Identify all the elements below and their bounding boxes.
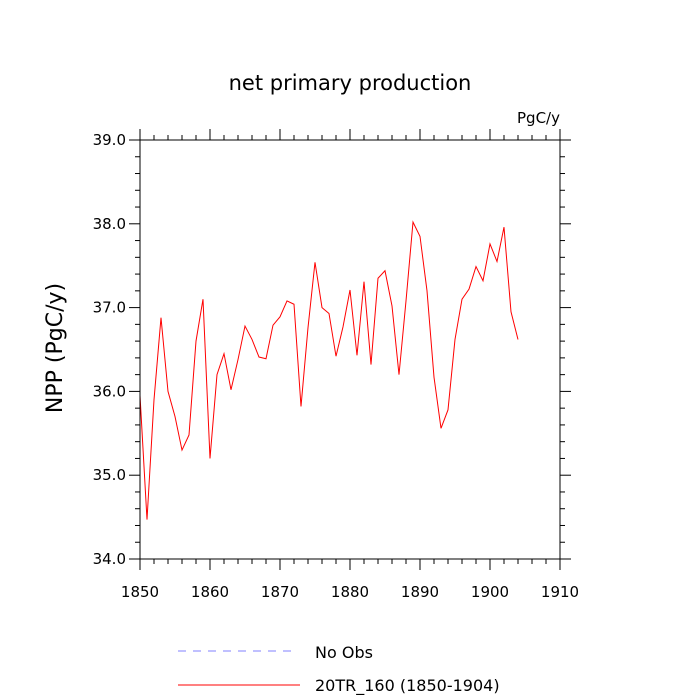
units-label: PgC/y: [517, 109, 560, 127]
x-tick-label: 1910: [541, 583, 579, 601]
series-lines: [139, 220, 519, 520]
legend: No Obs 20TR_160 (1850-1904): [178, 643, 500, 696]
x-tick-label: 1890: [401, 583, 439, 601]
chart-title: net primary production: [229, 71, 472, 95]
y-tick-label: 36.0: [93, 382, 126, 400]
legend-label-20tr-160: 20TR_160 (1850-1904): [315, 676, 500, 696]
series-line-20tr-160: [139, 220, 519, 520]
legend-label-no-obs: No Obs: [315, 643, 373, 662]
plot-frame: [139, 139, 561, 560]
tick-labels: 1850 1860 1870 1880 1890 1900 1910 34.0 35.0 36.0…: [93, 131, 580, 601]
y-tick-label: 38.0: [93, 215, 126, 233]
y-tick-label: 39.0: [93, 131, 126, 149]
x-tick-label: 1880: [331, 583, 369, 601]
axis-ticks: [129, 129, 571, 570]
x-tick-label: 1900: [471, 583, 509, 601]
x-tick-label: 1850: [121, 583, 159, 601]
y-tick-label: 37.0: [93, 299, 126, 317]
x-tick-label: 1860: [191, 583, 229, 601]
y-axis-label: NPP (PgC/y): [43, 283, 68, 413]
y-tick-label: 34.0: [93, 550, 126, 568]
y-tick-label: 35.0: [93, 466, 126, 484]
x-tick-label: 1870: [261, 583, 299, 601]
